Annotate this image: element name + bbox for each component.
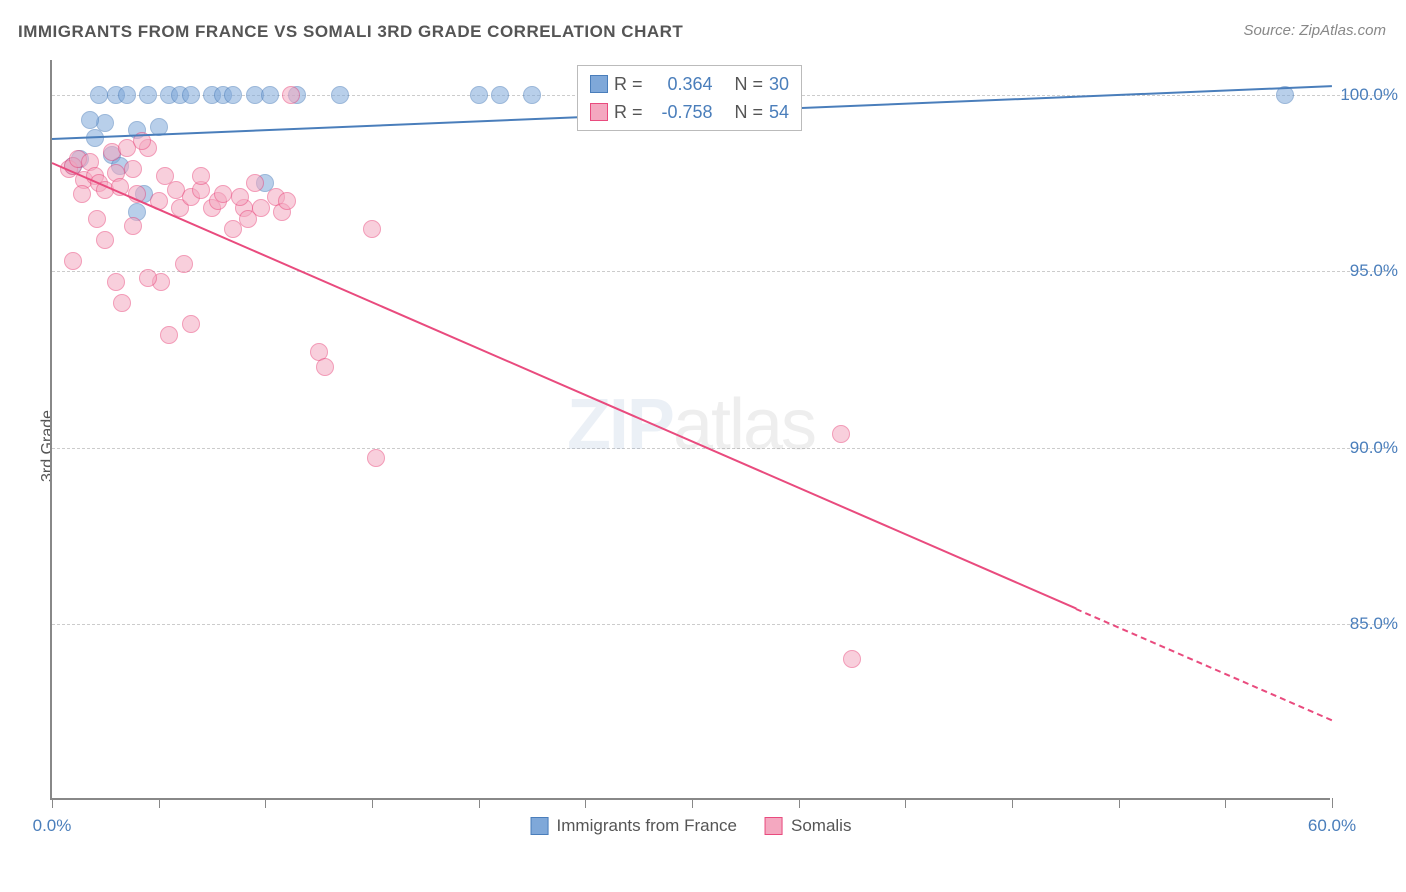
data-point (331, 86, 349, 104)
data-point (363, 220, 381, 238)
data-point (261, 86, 279, 104)
legend-item-france: Immigrants from France (531, 816, 737, 836)
watermark-rest: atlas (673, 385, 815, 465)
data-point (523, 86, 541, 104)
swatch-somalis (590, 103, 608, 121)
data-point (192, 167, 210, 185)
data-point (832, 425, 850, 443)
n-value-france: 30 (769, 74, 789, 95)
gridline (52, 448, 1390, 449)
data-point (470, 86, 488, 104)
x-tick-label: 0.0% (33, 816, 72, 836)
r-label: R = (614, 74, 643, 95)
swatch-france (590, 75, 608, 93)
legend-row-france: R = 0.364 N = 30 (590, 70, 789, 98)
data-point (81, 111, 99, 129)
data-point (843, 650, 861, 668)
data-point (73, 185, 91, 203)
x-tick (1012, 798, 1013, 808)
data-point (278, 192, 296, 210)
data-point (124, 217, 142, 235)
series-legend: Immigrants from France Somalis (531, 816, 852, 836)
legend-label-france: Immigrants from France (557, 816, 737, 836)
x-tick (905, 798, 906, 808)
gridline (52, 271, 1390, 272)
plot-area: ZIPatlas R = 0.364 N = 30 R = -0.758 N =… (50, 60, 1330, 800)
x-tick (692, 798, 693, 808)
source-label: Source: ZipAtlas.com (1243, 22, 1386, 39)
x-tick (159, 798, 160, 808)
legend-row-somalis: R = -0.758 N = 54 (590, 98, 789, 126)
x-tick (1119, 798, 1120, 808)
data-point (182, 315, 200, 333)
data-point (124, 160, 142, 178)
data-point (282, 86, 300, 104)
data-point (64, 252, 82, 270)
data-point (182, 86, 200, 104)
data-point (139, 86, 157, 104)
n-label: N = (735, 74, 764, 95)
data-point (113, 294, 131, 312)
data-point (246, 174, 264, 192)
x-tick (799, 798, 800, 808)
data-point (139, 269, 157, 287)
n-value-somalis: 54 (769, 102, 789, 123)
y-tick-label: 85.0% (1350, 614, 1398, 634)
y-tick-label: 90.0% (1350, 438, 1398, 458)
data-point (107, 273, 125, 291)
x-tick (52, 798, 53, 808)
legend-label-somalis: Somalis (791, 816, 851, 836)
x-tick (1332, 798, 1333, 808)
r-value-france: 0.364 (649, 74, 713, 95)
data-point (118, 86, 136, 104)
data-point (316, 358, 334, 376)
legend-item-somalis: Somalis (765, 816, 851, 836)
swatch-somalis-icon (765, 817, 783, 835)
y-tick-label: 95.0% (1350, 261, 1398, 281)
data-point (88, 210, 106, 228)
y-tick-label: 100.0% (1340, 85, 1398, 105)
r-label: R = (614, 102, 643, 123)
data-point (214, 185, 232, 203)
gridline (52, 624, 1390, 625)
x-tick (265, 798, 266, 808)
swatch-france-icon (531, 817, 549, 835)
x-tick (585, 798, 586, 808)
watermark: ZIPatlas (567, 384, 815, 466)
data-point (367, 449, 385, 467)
data-point (224, 86, 242, 104)
data-point (96, 231, 114, 249)
data-point (160, 326, 178, 344)
r-value-somalis: -0.758 (649, 102, 713, 123)
data-point (231, 188, 249, 206)
x-tick (372, 798, 373, 808)
x-tick (1225, 798, 1226, 808)
data-point (175, 255, 193, 273)
chart-title: IMMIGRANTS FROM FRANCE VS SOMALI 3RD GRA… (18, 22, 683, 42)
data-point (239, 210, 257, 228)
data-point (491, 86, 509, 104)
x-tick-label: 60.0% (1308, 816, 1356, 836)
correlation-legend: R = 0.364 N = 30 R = -0.758 N = 54 (577, 65, 802, 131)
x-tick (479, 798, 480, 808)
data-point (90, 86, 108, 104)
trend-line (52, 162, 1077, 609)
n-label: N = (735, 102, 764, 123)
